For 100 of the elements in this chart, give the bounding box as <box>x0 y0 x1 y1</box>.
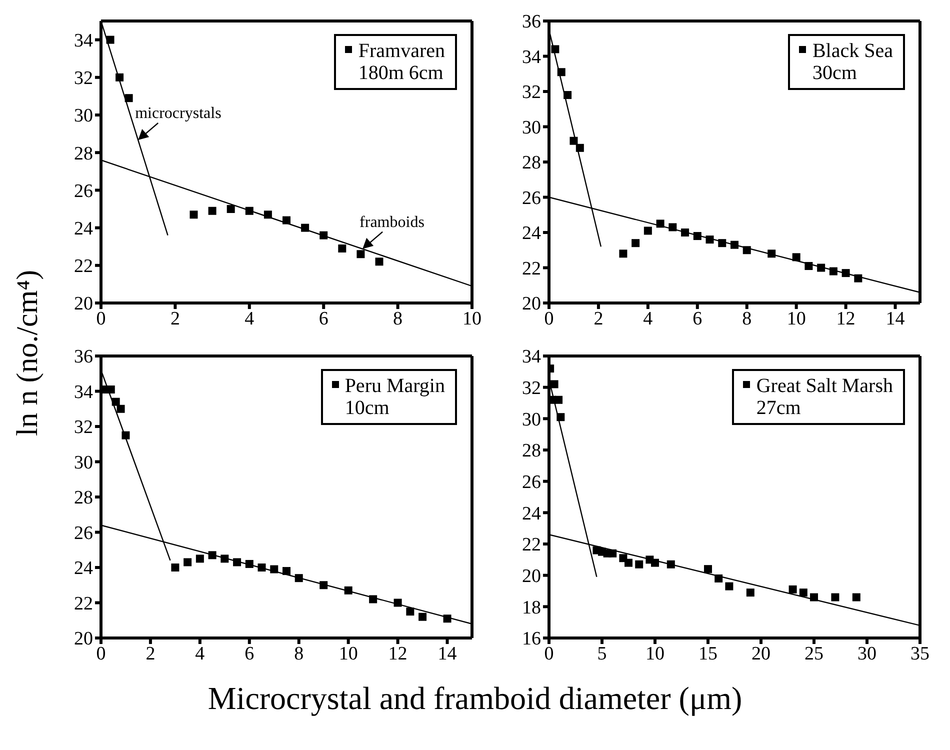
point <box>226 205 235 213</box>
y-tick-label: 22 <box>522 534 541 556</box>
point <box>624 558 632 567</box>
y-tick-label: 32 <box>74 417 93 438</box>
x-tick-label: 5 <box>597 643 607 664</box>
point <box>171 564 180 572</box>
x-tick-label: 12 <box>836 308 856 330</box>
x-tick-label: 10 <box>646 643 664 664</box>
point <box>550 380 558 388</box>
point <box>831 593 840 602</box>
x-tick-label: 35 <box>910 643 930 664</box>
x-tick-label: 14 <box>438 643 458 664</box>
point <box>356 250 365 258</box>
y-tick-label: 34 <box>74 382 94 403</box>
y-axis-title: ln n (no./cm⁴) <box>11 270 45 436</box>
x-tick-label: 0 <box>544 308 554 330</box>
y-tick-label: 24 <box>74 218 94 240</box>
y-tick-label: 30 <box>522 117 541 138</box>
point <box>799 588 808 597</box>
x-tick-label: 10 <box>462 308 482 330</box>
legend-label: Framvaren 180m 6cm <box>358 40 445 84</box>
x-tick-label: 6 <box>318 308 328 330</box>
y-tick-label: 28 <box>74 488 93 509</box>
y-tick-label: 24 <box>522 223 542 244</box>
y-tick-label: 22 <box>74 256 93 278</box>
x-tick-label: 6 <box>692 308 702 330</box>
x-tick-label: 25 <box>804 643 824 664</box>
legend-label: Great Salt Marsh 27cm <box>756 375 893 419</box>
point <box>746 588 754 597</box>
point <box>418 612 427 621</box>
point <box>788 585 797 594</box>
x-tick-label: 0 <box>96 308 106 330</box>
y-tick-label: 36 <box>522 12 541 33</box>
x-tick-label: 0 <box>544 643 554 664</box>
y-tick-label: 22 <box>522 258 541 280</box>
point <box>792 253 800 262</box>
y-tick-label: 30 <box>74 106 93 127</box>
x-tick-label: 12 <box>388 643 408 664</box>
legend-label: Peru Margin 10cm <box>344 375 445 419</box>
y-tick-label: 20 <box>522 566 541 588</box>
y-tick-label: 22 <box>74 593 93 614</box>
point <box>190 210 198 219</box>
x-tick-label: 2 <box>170 308 180 330</box>
y-tick-label: 28 <box>74 143 93 164</box>
x-tick-label: 2 <box>146 643 156 664</box>
y-tick-label: 18 <box>522 597 541 618</box>
y-tick-label: 20 <box>74 294 93 315</box>
y-tick-label: 24 <box>74 558 94 580</box>
y-tick-label: 36 <box>74 346 93 368</box>
x-tick-label: 14 <box>886 308 906 330</box>
y-tick-label: 24 <box>522 503 542 524</box>
y-tick-label: 32 <box>74 68 93 90</box>
y-tick-label: 28 <box>522 440 541 462</box>
x-tick-label: 2 <box>594 308 604 330</box>
point <box>635 560 644 568</box>
point <box>619 250 628 258</box>
point <box>704 565 712 574</box>
annotation: framboids <box>360 214 424 231</box>
x-tick-label: 8 <box>294 643 304 664</box>
x-tick-label: 4 <box>244 308 255 330</box>
y-tick-label: 26 <box>74 180 93 202</box>
x-tick-label: 10 <box>338 643 358 664</box>
y-tick-label: 26 <box>522 472 541 494</box>
x-tick-label: 8 <box>393 308 403 330</box>
x-axis-title: Microcrystal and framboid diameter (μm) <box>206 680 744 717</box>
y-tick-label: 16 <box>522 628 541 650</box>
point <box>196 554 204 563</box>
y-tick-label: 28 <box>522 152 541 174</box>
x-tick-label: 6 <box>244 643 254 664</box>
point <box>644 226 652 235</box>
point <box>106 36 114 44</box>
x-tick-label: 0 <box>96 643 106 664</box>
legend-label: Black Sea 30cm <box>812 40 893 84</box>
point <box>208 206 216 215</box>
y-tick-label: 26 <box>74 522 93 544</box>
x-tick-label: 10 <box>786 308 806 330</box>
y-tick-label: 30 <box>74 452 93 474</box>
x-tick-label: 30 <box>858 643 876 664</box>
point <box>116 404 125 413</box>
x-tick-label: 8 <box>742 308 752 330</box>
y-tick-label: 34 <box>74 30 94 52</box>
y-tick-label: 20 <box>522 294 541 315</box>
annotation: microcrystals <box>135 105 222 122</box>
point <box>124 94 133 102</box>
point <box>554 396 563 404</box>
y-tick-label: 30 <box>522 409 541 430</box>
y-tick-label: 20 <box>74 628 93 650</box>
y-tick-label: 32 <box>522 82 541 104</box>
point <box>852 593 860 602</box>
point <box>184 558 192 566</box>
x-tick-label: 4 <box>643 308 654 330</box>
y-tick-label: 32 <box>522 378 541 400</box>
point <box>375 258 384 266</box>
point <box>338 244 346 252</box>
point <box>632 239 640 248</box>
y-tick-label: 26 <box>522 188 541 209</box>
point <box>725 582 734 590</box>
point <box>406 608 414 616</box>
x-tick-label: 20 <box>752 643 770 664</box>
x-tick-label: 15 <box>698 643 718 664</box>
